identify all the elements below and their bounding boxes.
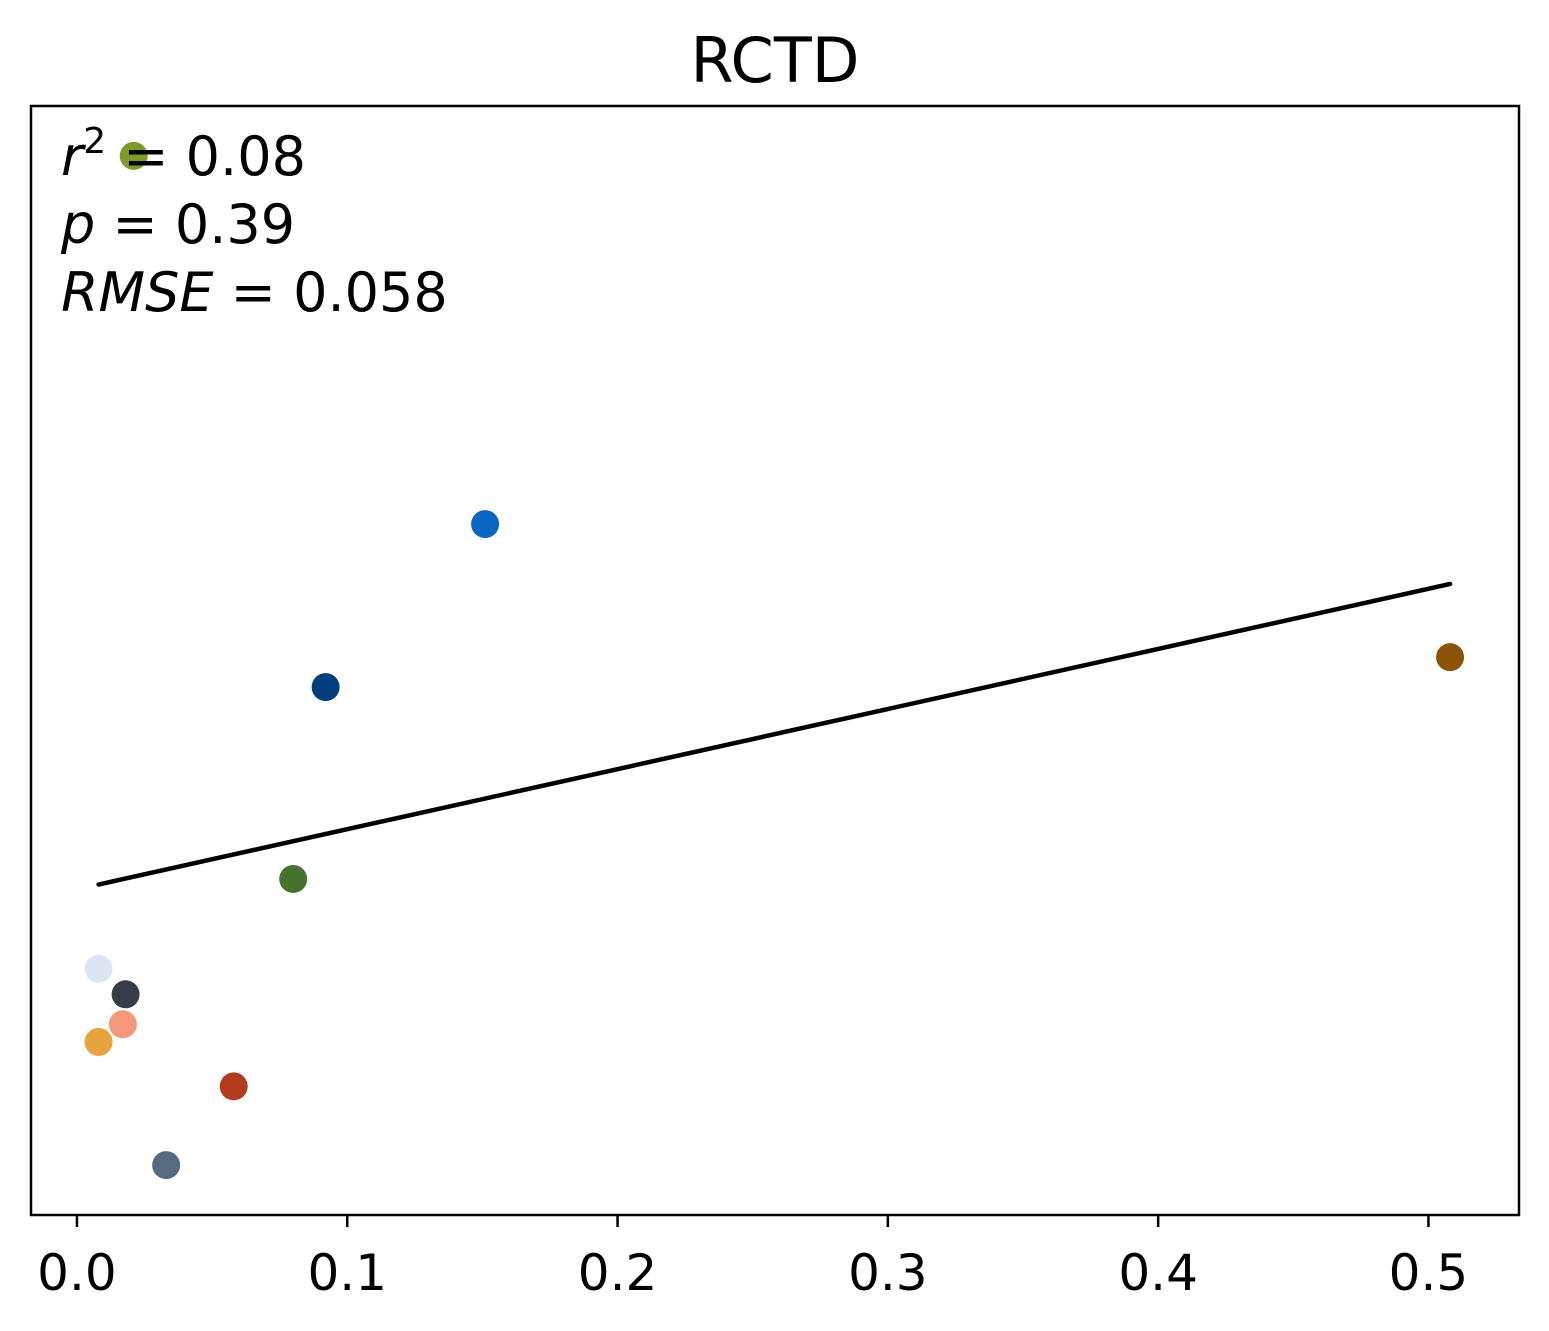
x-tick-label-5: 0.5 (1389, 1244, 1469, 1302)
chart-title: RCTD (691, 24, 860, 97)
data-point-7 (108, 1010, 137, 1039)
stat-symbol: RMSE (61, 261, 214, 324)
x-axis: 0.0 0.1 0.2 0.3 0.4 0.5 (37, 1215, 1468, 1302)
data-point-10 (152, 1151, 181, 1180)
stat-symbol: p (60, 193, 95, 256)
stat-line-0: r2 = 0.08 (61, 121, 306, 188)
data-point-8 (84, 1027, 113, 1056)
data-point-6 (111, 980, 140, 1009)
data-point-1 (471, 510, 500, 539)
data-point-9 (219, 1072, 248, 1101)
stat-line-2: RMSE = 0.058 (61, 261, 448, 324)
stat-value: = 0.39 (95, 193, 295, 256)
data-point-4 (279, 864, 308, 893)
data-point-5 (84, 954, 113, 983)
stat-superscript: 2 (83, 121, 106, 162)
stat-value: = 0.058 (214, 261, 448, 324)
regression-line (96, 581, 1453, 887)
stat-line-1: p = 0.39 (60, 193, 295, 256)
regression-line-layer (96, 581, 1453, 887)
x-tick-label-3: 0.3 (848, 1244, 928, 1302)
data-point-2 (311, 673, 340, 702)
x-tick-label-0: 0.0 (37, 1244, 117, 1302)
x-tick-label-1: 0.1 (307, 1244, 387, 1302)
x-tick-label-4: 0.4 (1118, 1244, 1198, 1302)
x-tick-label-2: 0.2 (578, 1244, 658, 1302)
data-point-0 (119, 141, 148, 170)
data-point-3 (1436, 643, 1465, 672)
stat-value: = 0.08 (106, 125, 306, 188)
stat-symbol: r (61, 125, 86, 188)
plot-frame (29, 104, 1521, 1217)
data-points-layer (84, 141, 1465, 1180)
